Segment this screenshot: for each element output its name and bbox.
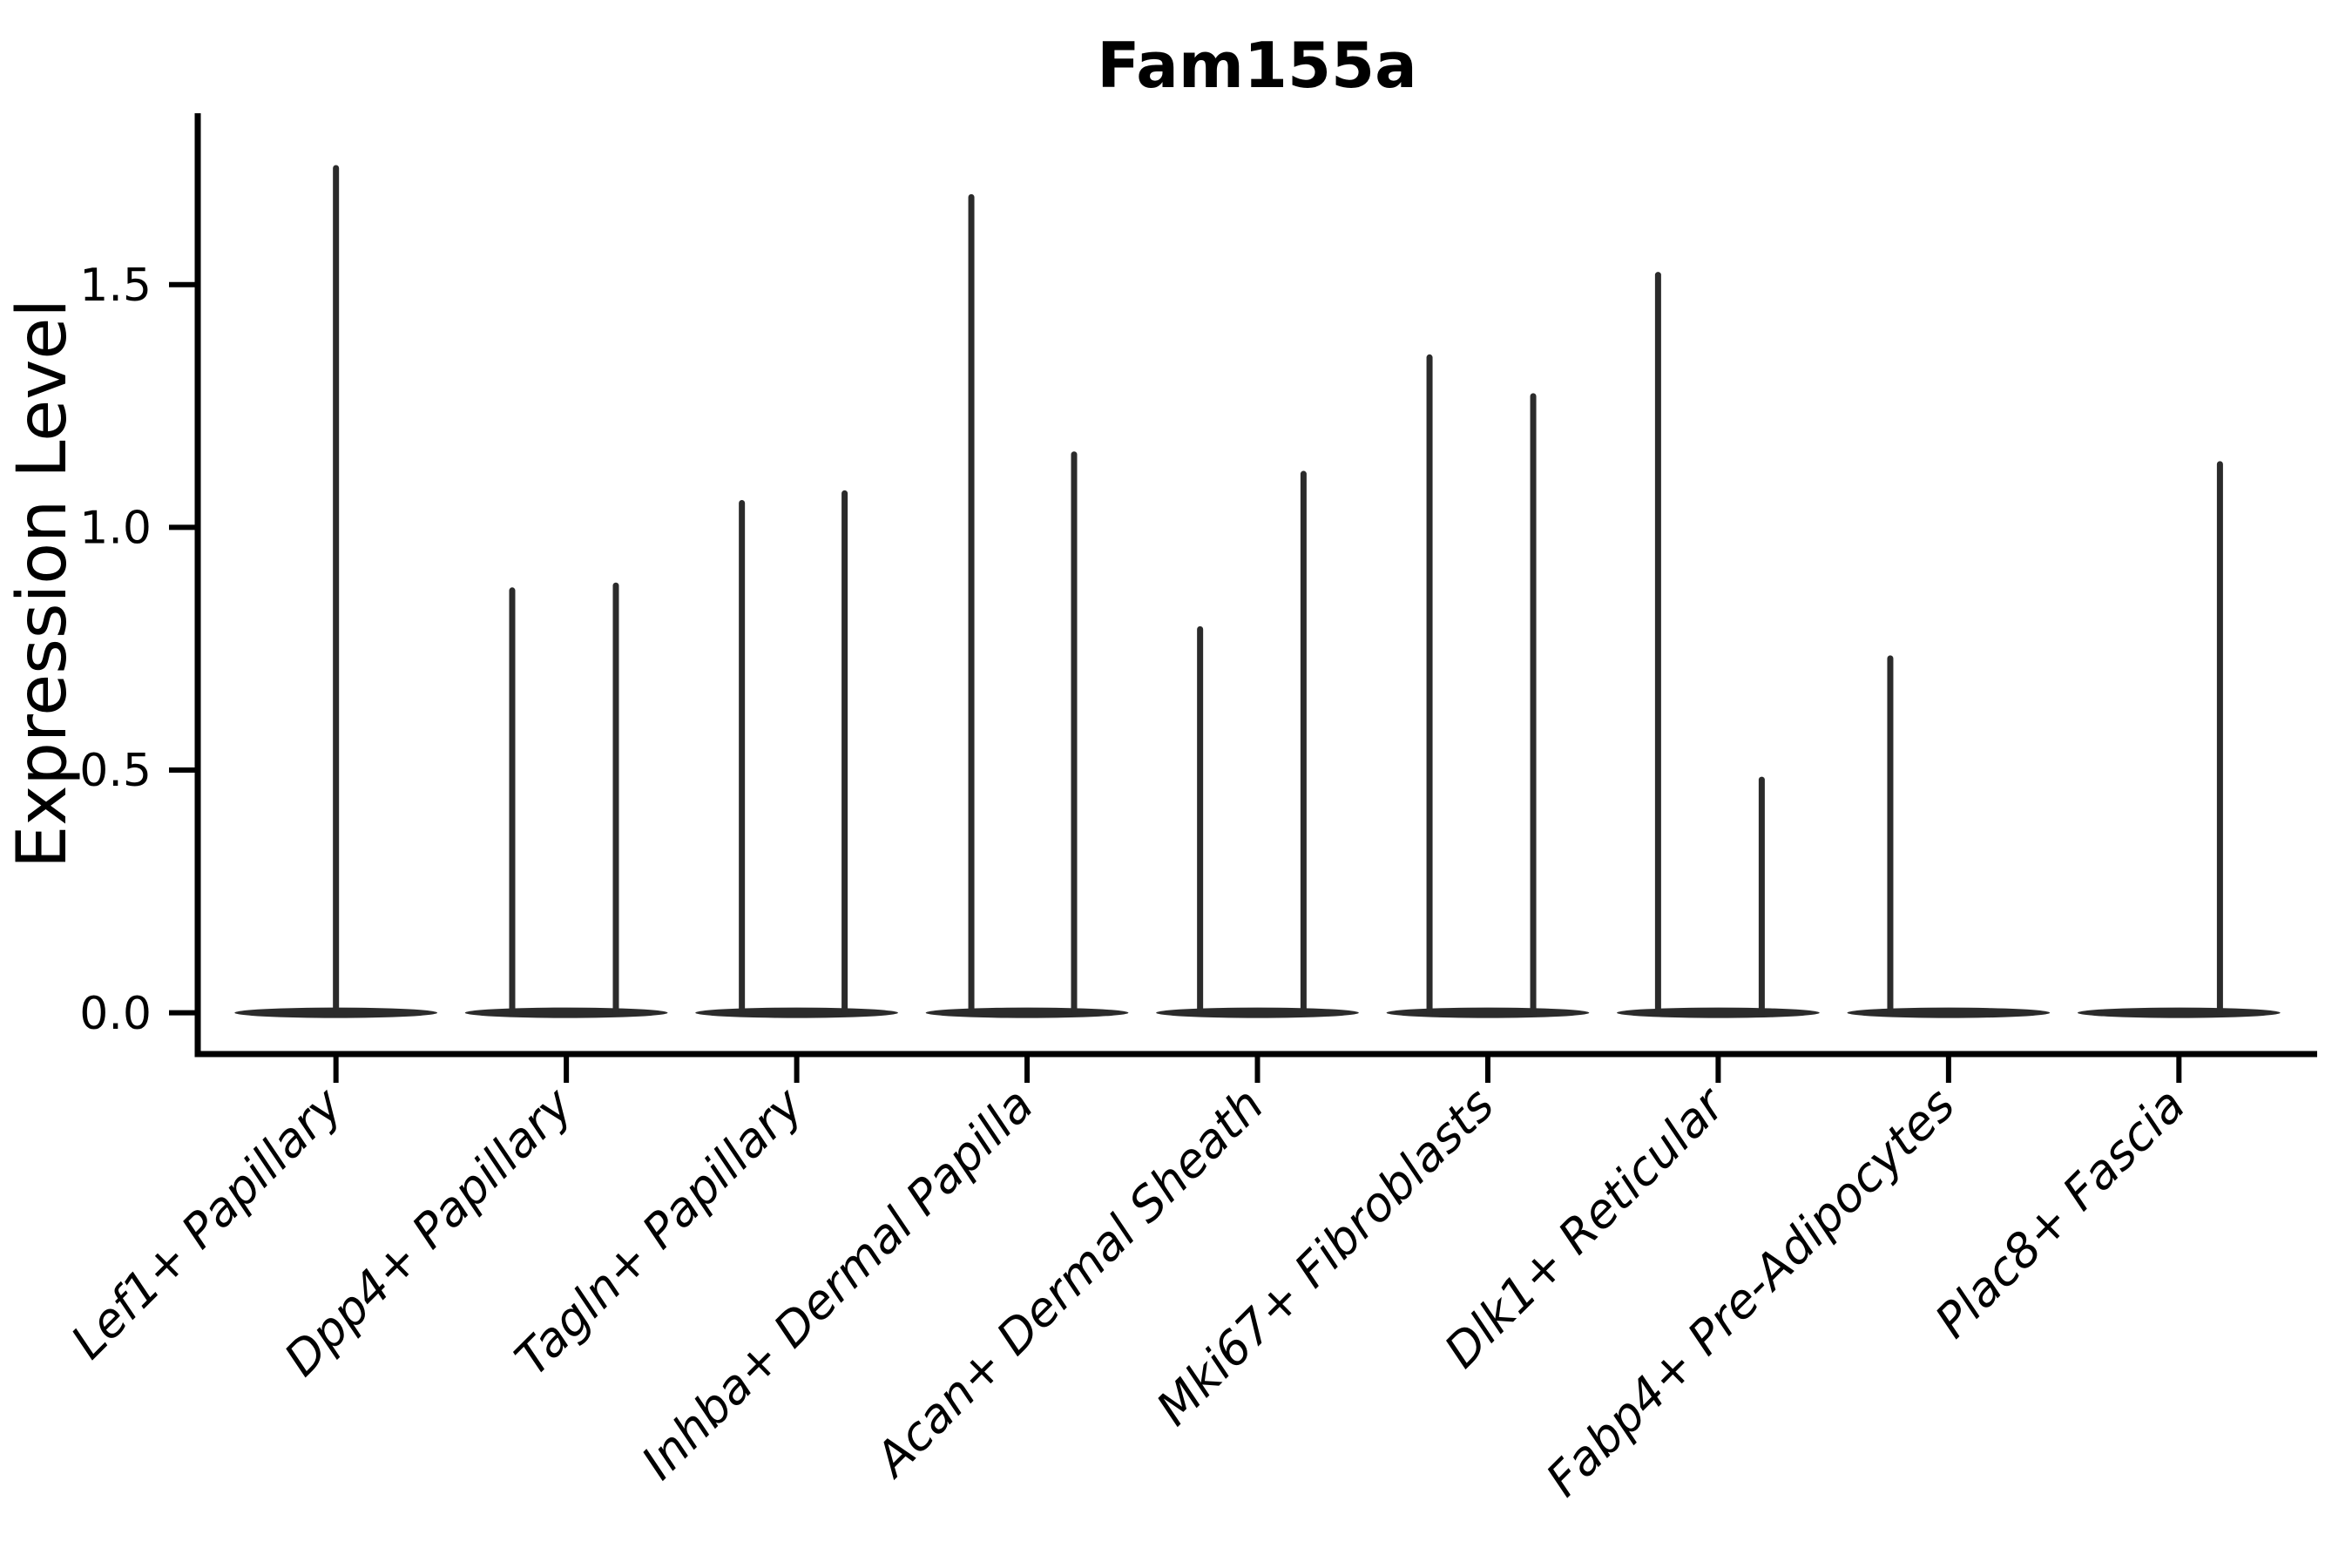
violin-base: [1386, 1007, 1590, 1018]
labels-layer: Fam155a Expression Level 0.0 0.5 1.0 1.5 Le…: [3, 29, 2196, 1507]
violins-layer: [234, 165, 2281, 1018]
violin-base: [464, 1007, 668, 1018]
y-axis-ticks: [169, 281, 198, 1016]
violin-base: [1847, 1007, 2051, 1018]
x-tick-label: Plac8+ Fascia: [1924, 1078, 2195, 1348]
x-tick-label: Inhba+ Dermal Papilla: [631, 1078, 1044, 1490]
y-tick-label: 1.0: [79, 503, 152, 555]
y-tick-label: 0.5: [79, 745, 152, 797]
x-axis-ticks: [333, 1054, 2182, 1083]
x-tick-label: Fabp4+ Pre-Adipocytes: [1536, 1078, 1965, 1507]
violin-base: [1617, 1007, 1820, 1018]
violin-base: [695, 1007, 898, 1018]
violin-base: [2077, 1007, 2281, 1018]
chart-title: Fam155a: [1097, 29, 1416, 102]
y-axis-label: Expression Level: [3, 299, 82, 868]
x-tick-label: Acan+ Dermal Sheath: [863, 1078, 1274, 1489]
y-tick-labels: 0.0 0.5 1.0 1.5: [79, 260, 152, 1040]
axes-layer: [169, 113, 2317, 1083]
violin-base: [1156, 1007, 1359, 1018]
violin-base: [925, 1007, 1129, 1018]
y-tick-label: 0.0: [79, 988, 152, 1040]
y-tick-label: 1.5: [79, 260, 152, 312]
